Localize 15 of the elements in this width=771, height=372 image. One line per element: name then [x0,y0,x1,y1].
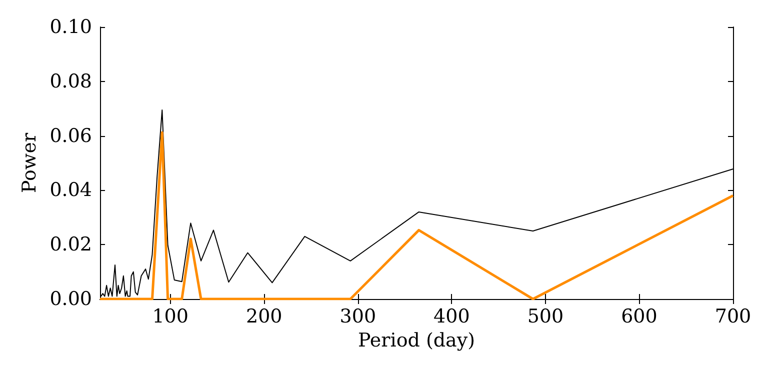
y-tick-label: 0.04 [50,179,92,202]
x-tick-label: 700 [714,306,752,328]
x-tick-label: 500 [527,306,564,328]
y-tick-label: 0.02 [50,234,92,256]
x-axis-title: Period (day) [358,329,476,352]
x-tick-label: 300 [340,306,376,328]
x-tick-label: 600 [621,306,658,328]
y-axis-title: Power [18,132,40,194]
x-tick-label: 200 [246,306,282,328]
y-tick-label: 0.06 [50,124,92,147]
y-tick-label: 0.10 [50,16,92,38]
x-tick-label: 100 [152,306,188,328]
y-tick-label: 0.00 [50,288,92,310]
y-tick-label: 0.08 [50,70,92,92]
x-tick-label: 400 [434,306,470,328]
